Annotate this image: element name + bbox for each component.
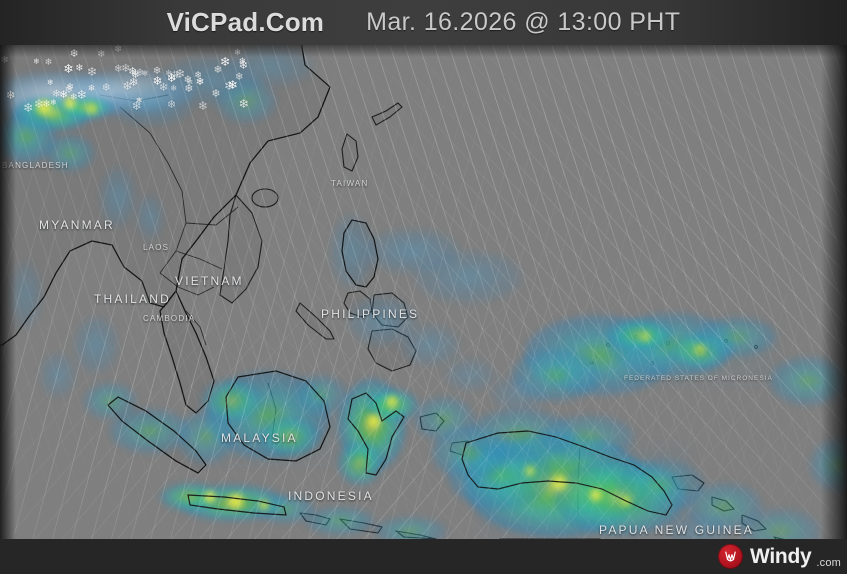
map-canvas[interactable]: ❄ ❄ ❄ ❄ ❄ ❄ ❄ ❄ ❄ ❄ ❄ ❄ ❄ ❄ ❄ ❄ ❄ ❄ ❄ ❄ ❄ ❄ ❄ ❄ ❄ ❄ ❄ ❄ ❄ ❄ ❄ ❄ ❄ ❄ ❄ ❄ ❄ ❄ ❄ ❄…: [0, 45, 847, 539]
brand-title: ViCPad.Com: [166, 7, 325, 37]
windy-wordmark: Windy: [750, 544, 812, 568]
windy-tld: .com: [816, 557, 841, 569]
map-graphics: [0, 45, 847, 539]
land-hainan: [251, 188, 279, 208]
forecast-timestamp: Mar. 16.2026 @ 13:00 PHT: [366, 8, 681, 36]
title-bar: ViCPad.Com Mar. 16.2026 @ 13:00 PHT: [0, 0, 847, 45]
windy-swoosh-icon: [718, 544, 744, 569]
windy-logo[interactable]: Windy .com: [718, 541, 841, 572]
footer-bar: Windy .com: [0, 539, 847, 574]
